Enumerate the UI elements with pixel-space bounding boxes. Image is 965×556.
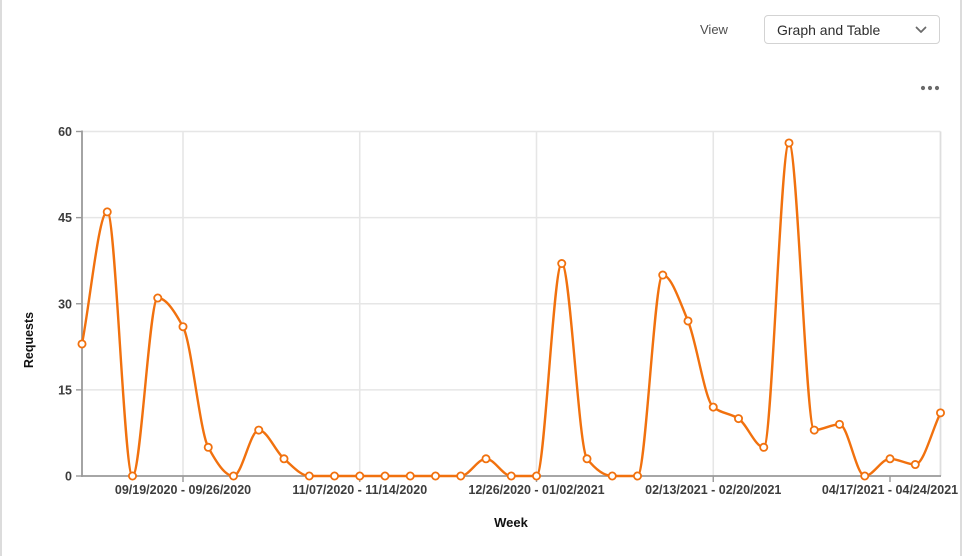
- data-point-marker[interactable]: [683, 316, 693, 326]
- data-point-marker[interactable]: [633, 471, 643, 481]
- data-point-marker[interactable]: [759, 442, 769, 452]
- x-tick-label: 04/17/2021 - 04/24/2021: [822, 483, 958, 497]
- data-point-marker[interactable]: [127, 471, 137, 481]
- data-point-marker[interactable]: [430, 471, 440, 481]
- x-tick-label: 12/26/2020 - 01/02/2021: [468, 483, 604, 497]
- view-label: View: [700, 22, 728, 37]
- data-point-marker[interactable]: [329, 471, 339, 481]
- chevron-down-icon: [915, 26, 927, 34]
- x-tick-label: 09/19/2020 - 09/26/2020: [115, 483, 251, 497]
- data-point-marker[interactable]: [77, 339, 87, 349]
- data-point-marker[interactable]: [658, 270, 668, 280]
- data-point-marker[interactable]: [607, 471, 617, 481]
- data-point-marker[interactable]: [355, 471, 365, 481]
- y-tick-label: 30: [58, 297, 72, 311]
- data-point-marker[interactable]: [456, 471, 466, 481]
- data-point-marker[interactable]: [405, 471, 415, 481]
- data-point-marker[interactable]: [481, 454, 491, 464]
- data-point-marker[interactable]: [860, 471, 870, 481]
- data-point-marker[interactable]: [228, 471, 238, 481]
- x-axis-title: Week: [494, 515, 528, 530]
- y-tick-label: 45: [58, 211, 72, 225]
- data-point-marker[interactable]: [885, 454, 895, 464]
- data-point-marker[interactable]: [506, 471, 516, 481]
- data-point-marker[interactable]: [279, 454, 289, 464]
- x-tick-label: 11/07/2020 - 11/14/2020: [292, 483, 427, 497]
- y-tick-label: 0: [65, 470, 72, 484]
- data-point-marker[interactable]: [784, 138, 794, 148]
- data-point-marker[interactable]: [102, 207, 112, 217]
- data-point-marker[interactable]: [708, 402, 718, 412]
- view-control-row: View Graph and Table: [700, 15, 940, 44]
- y-axis-title: Requests: [22, 312, 36, 368]
- data-point-marker[interactable]: [254, 425, 264, 435]
- more-options-button[interactable]: [916, 79, 940, 97]
- data-point-marker[interactable]: [304, 471, 314, 481]
- x-tick-label: 02/13/2021 - 02/20/2021: [645, 483, 781, 497]
- data-point-marker[interactable]: [582, 454, 592, 464]
- data-point-marker[interactable]: [532, 471, 542, 481]
- data-point-marker[interactable]: [153, 293, 163, 303]
- requests-series-line: [80, 141, 942, 478]
- data-point-marker[interactable]: [910, 460, 920, 470]
- view-dropdown[interactable]: Graph and Table: [764, 15, 940, 44]
- ellipsis-icon: [920, 85, 940, 91]
- y-tick-label: 15: [58, 383, 72, 397]
- view-dropdown-value: Graph and Table: [777, 21, 881, 38]
- data-point-marker[interactable]: [380, 471, 390, 481]
- y-tick-label: 60: [58, 125, 72, 139]
- data-point-marker[interactable]: [557, 259, 567, 269]
- panel-right-border: [960, 0, 962, 556]
- data-point-marker[interactable]: [178, 322, 188, 332]
- panel-left-border: [0, 0, 2, 556]
- data-point-marker[interactable]: [734, 414, 744, 424]
- data-point-marker[interactable]: [203, 442, 213, 452]
- data-point-marker[interactable]: [936, 408, 946, 418]
- data-point-marker[interactable]: [809, 425, 819, 435]
- data-point-marker[interactable]: [835, 419, 845, 429]
